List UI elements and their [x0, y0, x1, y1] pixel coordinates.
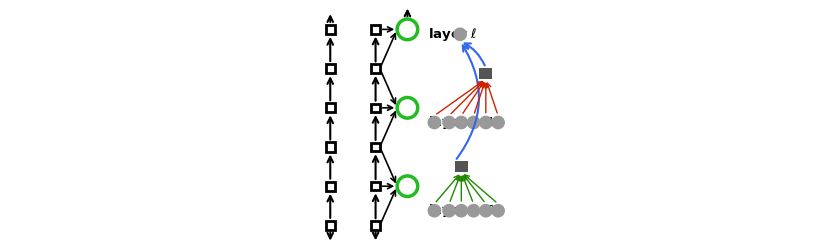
Text: layer $\ell$$-$$2$: layer $\ell$$-$$2$	[428, 202, 496, 219]
Bar	[325, 25, 335, 34]
Bar	[371, 64, 380, 73]
Bar	[325, 103, 335, 112]
Bar	[325, 182, 335, 191]
Circle shape	[479, 116, 493, 129]
Bar	[455, 161, 468, 172]
Circle shape	[397, 19, 418, 40]
Circle shape	[454, 116, 468, 129]
Bar	[325, 64, 335, 73]
Text: layer $\ell$: layer $\ell$	[428, 26, 477, 43]
Circle shape	[454, 204, 468, 218]
Circle shape	[397, 176, 418, 196]
Circle shape	[443, 116, 456, 129]
Bar	[371, 182, 380, 191]
Circle shape	[467, 116, 480, 129]
Circle shape	[491, 204, 505, 218]
Circle shape	[428, 204, 441, 218]
Circle shape	[479, 204, 493, 218]
Circle shape	[397, 98, 418, 118]
Bar	[371, 221, 380, 230]
Text: layer $\ell$$-$$1$: layer $\ell$$-$$1$	[428, 114, 496, 131]
Circle shape	[453, 27, 467, 41]
Bar	[371, 25, 380, 34]
Bar	[479, 68, 493, 79]
Circle shape	[428, 116, 441, 129]
Bar	[371, 143, 380, 151]
Bar	[325, 142, 335, 152]
Bar	[325, 221, 335, 230]
Circle shape	[491, 116, 505, 129]
Bar	[371, 103, 380, 112]
Circle shape	[443, 204, 456, 218]
Circle shape	[467, 204, 480, 218]
